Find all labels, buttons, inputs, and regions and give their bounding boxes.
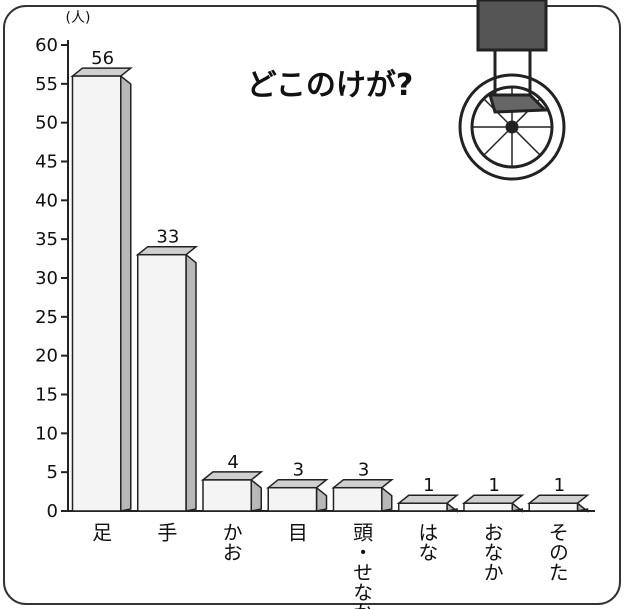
value-label: 3 <box>293 460 304 481</box>
y-tick-label: 55 <box>35 74 58 95</box>
bar-top <box>72 68 130 76</box>
bar <box>138 255 186 511</box>
value-label: 4 <box>227 452 238 473</box>
bar <box>72 76 120 511</box>
y-tick-label: 15 <box>35 385 58 406</box>
bar-top <box>138 247 196 255</box>
bar-top <box>268 480 326 488</box>
y-tick-label: 45 <box>35 152 58 173</box>
x-tick-label: はな <box>415 522 439 562</box>
y-tick-label: 60 <box>35 35 58 56</box>
bar <box>268 488 316 511</box>
bar-top <box>203 472 261 480</box>
value-label: 1 <box>423 475 434 496</box>
x-tick-label: 頭・せなか <box>350 522 374 609</box>
bar <box>464 503 512 511</box>
value-label: 33 <box>156 227 179 248</box>
bar <box>529 503 577 511</box>
bar <box>399 503 447 511</box>
y-tick-label: 40 <box>35 190 58 211</box>
chart-title: どこのけが? <box>247 68 414 103</box>
chart: どこのけが? (人) 0 5 10 15 20 25 30 35 40 45 50 55 60 足 56 手 3… <box>0 0 626 609</box>
x-tick-label: そのた <box>545 522 569 582</box>
y-unit: (人) <box>66 10 91 26</box>
bar-top <box>529 495 587 503</box>
y-tick-label: 50 <box>35 113 58 134</box>
value-label: 1 <box>488 475 499 496</box>
bar-top <box>333 480 391 488</box>
x-tick-label: 目 <box>284 522 308 542</box>
y-tick-label: 20 <box>35 346 58 367</box>
bar-top <box>399 495 457 503</box>
value-label: 1 <box>554 475 565 496</box>
y-tick-label: 10 <box>35 423 58 444</box>
bar <box>203 480 251 511</box>
y-tick-label: 25 <box>35 307 58 328</box>
value-label: 3 <box>358 460 369 481</box>
bar-side <box>121 76 131 511</box>
value-label: 56 <box>91 48 114 69</box>
x-tick-label: 手 <box>154 522 178 542</box>
x-tick-label: かお <box>219 522 243 562</box>
y-tick-label: 35 <box>35 229 58 250</box>
y-tick-label: 30 <box>35 268 58 289</box>
bar-top <box>464 495 522 503</box>
bar-side <box>186 255 196 511</box>
bar <box>333 488 381 511</box>
y-tick-label: 0 <box>47 501 58 522</box>
y-tick-label: 5 <box>47 462 58 483</box>
x-tick-label: おなか <box>480 522 504 582</box>
x-tick-label: 足 <box>89 522 113 542</box>
